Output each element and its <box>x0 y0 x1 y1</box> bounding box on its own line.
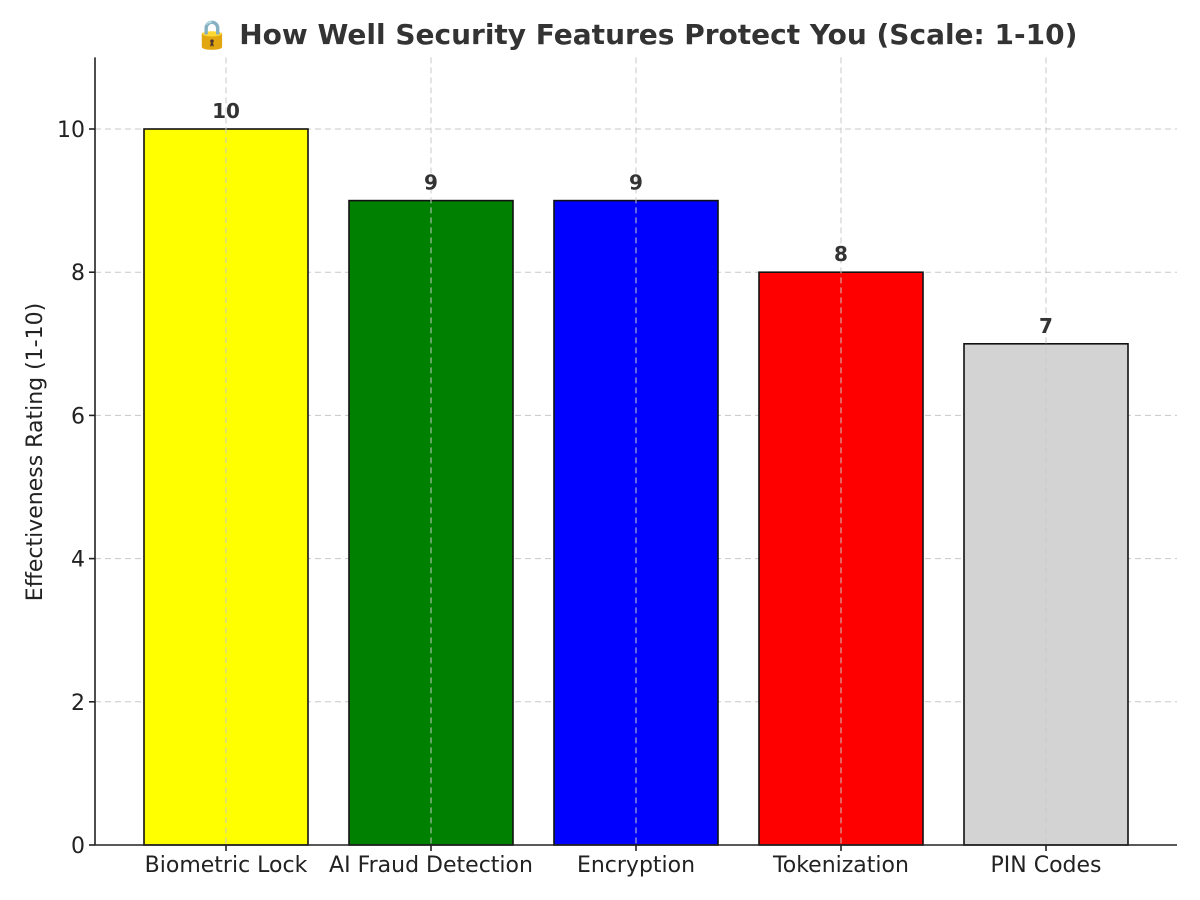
y-tick-label: 8 <box>71 261 85 286</box>
bar-value-label: 9 <box>424 171 438 195</box>
labels: 0 2 4 6 8 10 10 Biometric Lock 9 AI Fraud Detecti… <box>57 57 1102 878</box>
bar-value-label: 7 <box>1039 314 1053 338</box>
x-tick-label: Biometric Lock <box>145 853 308 878</box>
bar-value-label: 10 <box>212 99 240 123</box>
chart-title: 🔒 How Well Security Features Protect You… <box>195 18 1078 51</box>
x-tick-label: PIN Codes <box>991 853 1102 878</box>
y-tick-label: 2 <box>71 691 85 716</box>
y-tick-label: 0 <box>71 834 85 859</box>
y-tick-label: 4 <box>71 548 85 573</box>
x-tick-label: Tokenization <box>772 853 909 878</box>
bar-value-label: 9 <box>629 171 643 195</box>
y-tick-label: 6 <box>71 404 85 429</box>
x-tick-label: Encryption <box>577 853 695 878</box>
x-tick-label: AI Fraud Detection <box>329 853 533 878</box>
y-tick-label: 10 <box>57 118 85 143</box>
bar-value-label: 8 <box>834 242 848 266</box>
y-axis-label: Effectiveness Rating (1-10) <box>23 303 48 601</box>
axes <box>89 57 1177 851</box>
